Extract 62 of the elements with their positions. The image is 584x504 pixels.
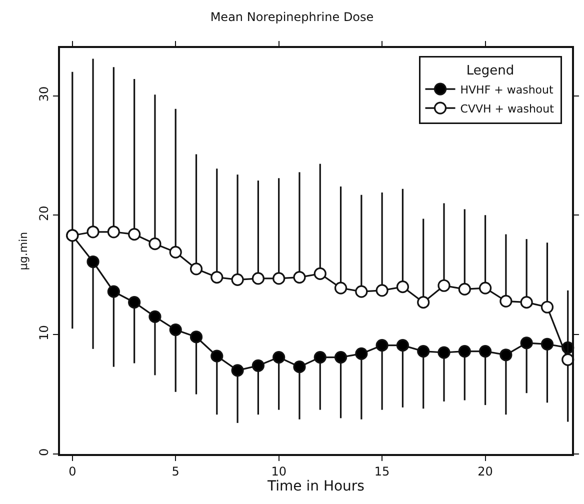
point — [231, 364, 244, 377]
point — [540, 300, 554, 314]
point — [458, 282, 471, 296]
point — [438, 279, 450, 292]
point — [500, 348, 512, 362]
point — [355, 347, 368, 360]
x-tick-label: 5 — [172, 464, 180, 478]
point — [210, 270, 224, 284]
y-tick-label: 0 — [37, 448, 52, 456]
point — [334, 350, 348, 364]
point — [148, 310, 162, 323]
legend-label: CVVH + washout — [460, 102, 555, 116]
x-tick-label: 10 — [271, 464, 286, 478]
point — [293, 360, 306, 374]
point — [355, 285, 368, 298]
point — [86, 255, 100, 268]
point — [520, 296, 533, 309]
point — [417, 345, 430, 358]
point — [376, 284, 388, 297]
point — [417, 296, 430, 309]
point — [107, 285, 120, 298]
x-tick-label: 20 — [478, 464, 493, 478]
x-tick-label: 0 — [68, 464, 76, 478]
legend-label: HVHF + washout — [460, 83, 554, 96]
point — [478, 282, 492, 294]
x-tick-label: 15 — [374, 464, 390, 478]
point — [148, 238, 162, 250]
point — [190, 262, 203, 276]
y-tick-label: 20 — [37, 206, 52, 222]
point — [252, 359, 264, 372]
point — [334, 282, 348, 294]
point — [438, 346, 450, 359]
point — [396, 339, 410, 352]
point — [210, 350, 224, 362]
point — [169, 324, 182, 336]
y-tick-label: 30 — [37, 86, 52, 102]
point — [231, 273, 244, 286]
point — [128, 228, 141, 241]
point — [314, 267, 326, 280]
point — [169, 246, 182, 258]
point — [107, 226, 120, 238]
y-tick-label: 10 — [37, 325, 52, 340]
point — [458, 345, 471, 358]
x-axis-title: Time in Hours — [266, 478, 364, 494]
point — [128, 296, 141, 309]
point — [252, 272, 264, 285]
point — [86, 226, 100, 238]
point — [500, 294, 512, 308]
point — [314, 350, 326, 364]
point — [396, 280, 410, 294]
point — [272, 272, 286, 285]
chart-title: Mean Norepinephrine Dose — [210, 10, 374, 24]
point — [562, 353, 574, 366]
point — [293, 270, 306, 284]
legend-title: Legend — [466, 64, 514, 79]
point — [376, 339, 388, 352]
point — [272, 350, 286, 364]
point — [478, 345, 492, 358]
point — [520, 336, 533, 350]
point — [190, 330, 203, 344]
y-axis-title: μg.min — [17, 232, 30, 270]
point — [540, 338, 554, 350]
